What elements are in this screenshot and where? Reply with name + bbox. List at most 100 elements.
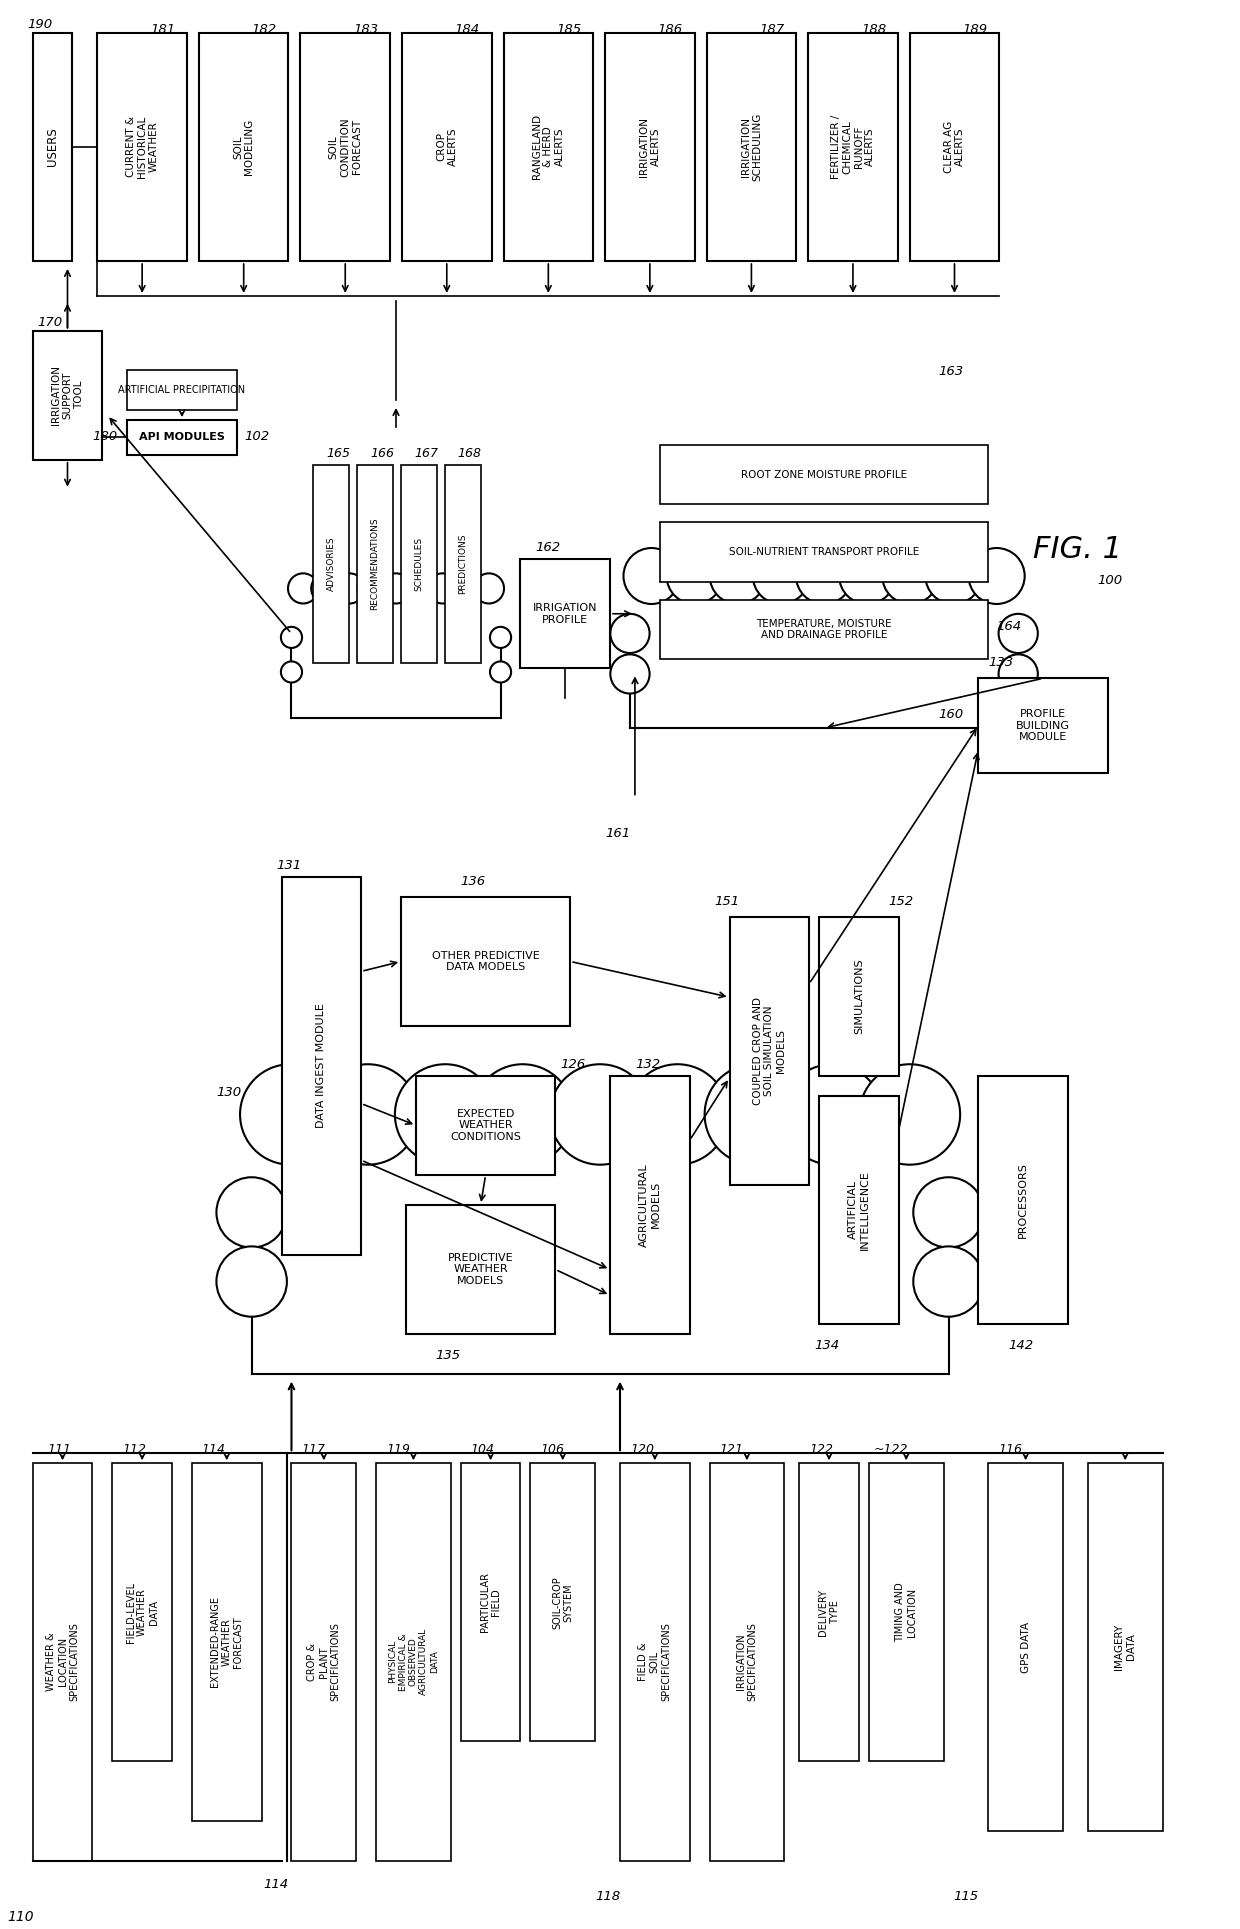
Circle shape	[782, 1065, 883, 1165]
Text: 114: 114	[202, 1443, 226, 1456]
FancyBboxPatch shape	[357, 465, 393, 664]
Text: 162: 162	[536, 542, 560, 554]
FancyBboxPatch shape	[808, 33, 898, 260]
Circle shape	[357, 573, 388, 604]
Text: 186: 186	[658, 23, 683, 35]
Text: 130: 130	[217, 1086, 242, 1100]
Circle shape	[883, 548, 939, 604]
Circle shape	[610, 613, 650, 654]
Text: 102: 102	[244, 430, 270, 444]
Circle shape	[925, 548, 982, 604]
Text: 135: 135	[435, 1348, 461, 1362]
Text: FIG. 1: FIG. 1	[1033, 534, 1122, 563]
Circle shape	[241, 1065, 341, 1165]
Text: 167: 167	[414, 448, 438, 459]
Circle shape	[288, 573, 319, 604]
Text: DELIVERY
TYPE: DELIVERY TYPE	[818, 1589, 839, 1636]
FancyBboxPatch shape	[281, 878, 361, 1254]
FancyBboxPatch shape	[605, 33, 694, 260]
FancyBboxPatch shape	[910, 33, 999, 260]
Circle shape	[998, 613, 1038, 654]
Text: 126: 126	[560, 1057, 585, 1071]
FancyBboxPatch shape	[610, 1076, 689, 1335]
Text: SOIL
MODELING: SOIL MODELING	[233, 120, 254, 176]
FancyBboxPatch shape	[445, 465, 481, 664]
Circle shape	[627, 1065, 728, 1165]
Circle shape	[914, 1177, 983, 1248]
Circle shape	[450, 573, 481, 604]
FancyBboxPatch shape	[128, 421, 237, 455]
Circle shape	[311, 573, 341, 604]
Circle shape	[217, 1177, 286, 1248]
Text: 151: 151	[714, 895, 740, 909]
Text: 131: 131	[277, 858, 301, 872]
Circle shape	[667, 548, 723, 604]
FancyBboxPatch shape	[521, 559, 610, 667]
Text: 183: 183	[353, 23, 378, 35]
Circle shape	[704, 1065, 805, 1165]
Text: CROP &
PLANT
SPECIFICATIONS: CROP & PLANT SPECIFICATIONS	[308, 1622, 341, 1701]
Circle shape	[709, 548, 766, 604]
FancyBboxPatch shape	[707, 33, 796, 260]
Text: PROCESSORS: PROCESSORS	[1018, 1161, 1028, 1238]
Text: 100: 100	[1097, 575, 1123, 586]
FancyBboxPatch shape	[461, 1464, 521, 1742]
FancyBboxPatch shape	[620, 1464, 689, 1861]
FancyBboxPatch shape	[709, 1464, 784, 1861]
Text: 165: 165	[326, 448, 351, 459]
Circle shape	[914, 1246, 983, 1318]
Text: API MODULES: API MODULES	[139, 432, 224, 442]
Circle shape	[317, 1065, 418, 1165]
Text: TIMING AND
LOCATION: TIMING AND LOCATION	[895, 1582, 918, 1642]
Text: CURRENT &
HISTORICAL
WEATHER: CURRENT & HISTORICAL WEATHER	[125, 116, 159, 177]
Circle shape	[335, 573, 365, 604]
FancyBboxPatch shape	[869, 1464, 944, 1761]
Text: OTHER PREDICTIVE
DATA MODELS: OTHER PREDICTIVE DATA MODELS	[432, 951, 539, 972]
FancyBboxPatch shape	[314, 465, 350, 664]
Text: 187: 187	[759, 23, 785, 35]
Text: FIELD-LEVEL
WEATHER
DATA: FIELD-LEVEL WEATHER DATA	[125, 1582, 159, 1644]
FancyBboxPatch shape	[531, 1464, 595, 1742]
FancyBboxPatch shape	[401, 897, 570, 1026]
Text: 181: 181	[150, 23, 175, 35]
Circle shape	[472, 1065, 573, 1165]
Text: 190: 190	[27, 17, 53, 31]
FancyBboxPatch shape	[415, 1076, 556, 1175]
Text: FERTILIZER /
CHEMICAL
RUNOFF
ALERTS: FERTILIZER / CHEMICAL RUNOFF ALERTS	[831, 114, 875, 179]
Text: 117: 117	[301, 1443, 325, 1456]
Text: 106: 106	[541, 1443, 564, 1456]
Text: 120: 120	[630, 1443, 653, 1456]
Circle shape	[859, 1065, 960, 1165]
Text: SCHEDULES: SCHEDULES	[414, 536, 423, 590]
Text: 116: 116	[998, 1443, 1022, 1456]
Circle shape	[474, 573, 503, 604]
Text: FIELD &
SOIL
SPECIFICATIONS: FIELD & SOIL SPECIFICATIONS	[639, 1622, 671, 1701]
Text: 104: 104	[471, 1443, 495, 1456]
Text: PROFILE
BUILDING
MODULE: PROFILE BUILDING MODULE	[1016, 710, 1070, 743]
Text: TEMPERATURE, MOISTURE
AND DRAINAGE PROFILE: TEMPERATURE, MOISTURE AND DRAINAGE PROFI…	[756, 619, 892, 640]
Text: 122: 122	[810, 1443, 833, 1456]
Text: 184: 184	[455, 23, 480, 35]
Circle shape	[839, 548, 895, 604]
Text: DATA INGEST MODULE: DATA INGEST MODULE	[316, 1003, 326, 1128]
Text: 152: 152	[889, 895, 914, 909]
Text: 185: 185	[557, 23, 582, 35]
FancyBboxPatch shape	[291, 1464, 356, 1861]
FancyBboxPatch shape	[660, 523, 988, 583]
FancyBboxPatch shape	[113, 1464, 172, 1761]
Text: 114: 114	[264, 1879, 289, 1892]
Text: IRRIGATION
SUPPORT
TOOL: IRRIGATION SUPPORT TOOL	[51, 365, 84, 424]
Circle shape	[796, 548, 852, 604]
FancyBboxPatch shape	[192, 1464, 262, 1821]
FancyBboxPatch shape	[32, 1464, 92, 1861]
Text: ADVISORIES: ADVISORIES	[327, 536, 336, 592]
FancyBboxPatch shape	[128, 370, 237, 411]
Text: AGRICULTURAL
MODELS: AGRICULTURAL MODELS	[639, 1163, 661, 1246]
Text: IRRIGATION
ALERTS: IRRIGATION ALERTS	[639, 118, 661, 177]
FancyBboxPatch shape	[660, 446, 988, 505]
Circle shape	[624, 548, 680, 604]
Text: 132: 132	[635, 1057, 660, 1071]
Circle shape	[404, 573, 434, 604]
Text: GPS DATA: GPS DATA	[1021, 1622, 1030, 1672]
Text: 136: 136	[461, 876, 486, 887]
